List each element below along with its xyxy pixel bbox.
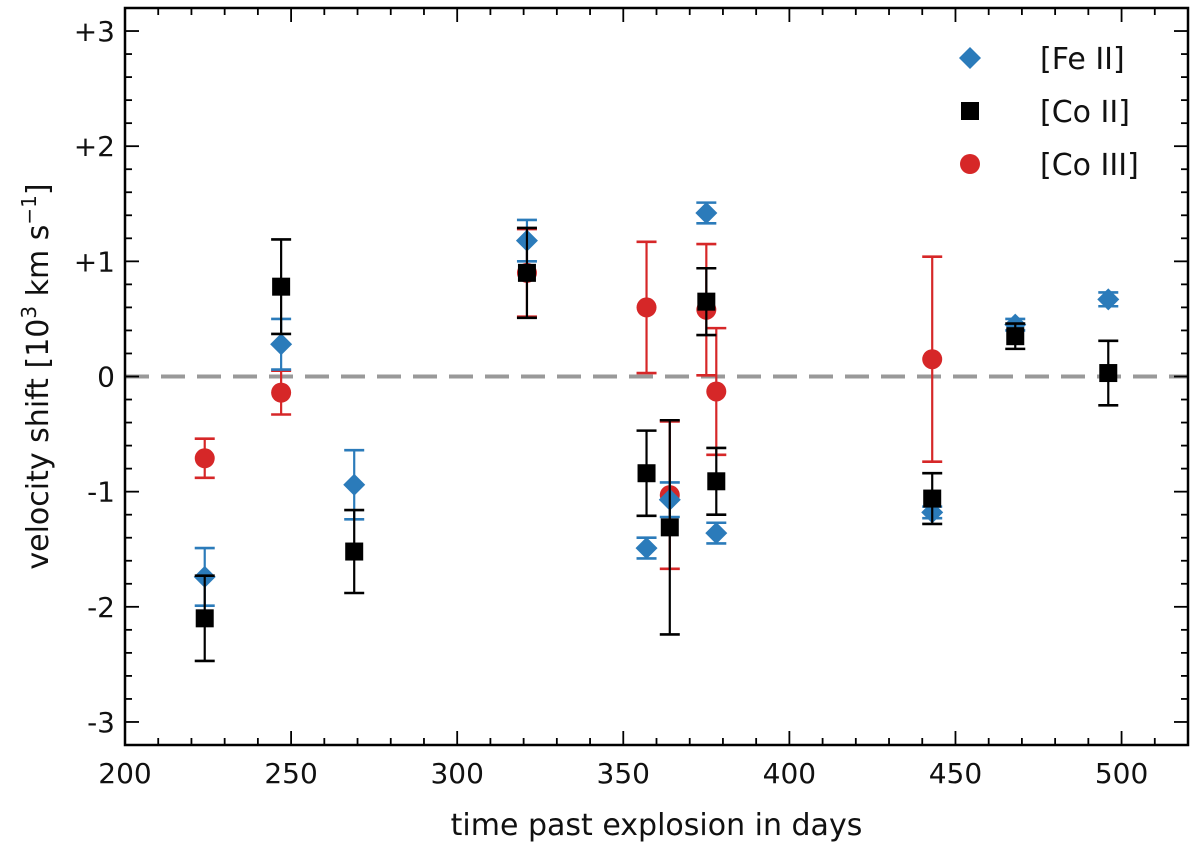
x-tick-label: 400	[763, 757, 816, 790]
data-point	[194, 448, 215, 469]
legend-marker-square	[961, 102, 979, 120]
y-tick-label: -3	[87, 706, 115, 739]
data-point	[706, 381, 727, 402]
data-point	[923, 489, 942, 508]
x-tick-label: 200	[98, 757, 151, 790]
data-point	[343, 473, 366, 496]
data-point	[635, 537, 658, 560]
data-point	[195, 609, 214, 628]
legend: [Fe II] [Co II] [Co III]	[959, 42, 1139, 183]
legend-marker-diamond	[959, 47, 981, 69]
y-axis-label-main: velocity shift [10	[21, 319, 56, 570]
data-point	[271, 382, 292, 403]
legend-marker-circle	[960, 154, 980, 174]
series-square	[194, 226, 1119, 663]
y-axis-label-unit: km s	[21, 225, 56, 306]
y-tick-label: +2	[74, 130, 115, 163]
x-tick-label: 250	[264, 757, 317, 790]
x-tick-label: 300	[430, 757, 483, 790]
y-axis-label-unit-sup: −1	[17, 195, 41, 224]
series-circle	[194, 227, 943, 571]
legend-label: [Co III]	[1040, 148, 1139, 183]
y-tick-label: -2	[87, 591, 115, 624]
x-tick-label: 500	[1095, 757, 1148, 790]
data-point	[636, 297, 657, 318]
x-tick-label: 350	[597, 757, 650, 790]
data-point	[660, 518, 679, 537]
y-tick-label: +1	[74, 245, 115, 278]
y-axis-label-sup: 3	[17, 306, 41, 319]
y-tick-label: +3	[74, 15, 115, 48]
data-point	[517, 263, 536, 282]
data-point	[695, 201, 718, 224]
y-tick-label: 0	[97, 361, 115, 394]
data-point	[922, 349, 943, 370]
data-point	[272, 277, 291, 296]
data-point	[1099, 364, 1118, 383]
y-axis-label: velocity shift [103 km s−1]	[17, 183, 56, 569]
legend-label: [Fe II]	[1040, 42, 1125, 77]
data-point	[697, 292, 716, 311]
y-axis-label-end: ]	[21, 183, 56, 195]
axis-ticks: 200 250 300 350 400 450 500 -3 -2 -1 0 +1 +2 +3	[74, 7, 1189, 790]
y-tick-label: -1	[87, 476, 115, 509]
data-point	[1006, 327, 1025, 346]
x-axis-label: time past explosion in days	[451, 808, 863, 843]
data-point	[637, 464, 656, 483]
data-point	[270, 333, 293, 356]
data-point	[707, 472, 726, 491]
legend-label: [Co II]	[1040, 95, 1130, 130]
data-point	[1097, 288, 1120, 311]
data-point	[345, 542, 364, 561]
series-diamond	[193, 201, 1120, 607]
series-layer	[193, 201, 1120, 663]
x-tick-label: 450	[929, 757, 982, 790]
data-point	[705, 522, 728, 545]
